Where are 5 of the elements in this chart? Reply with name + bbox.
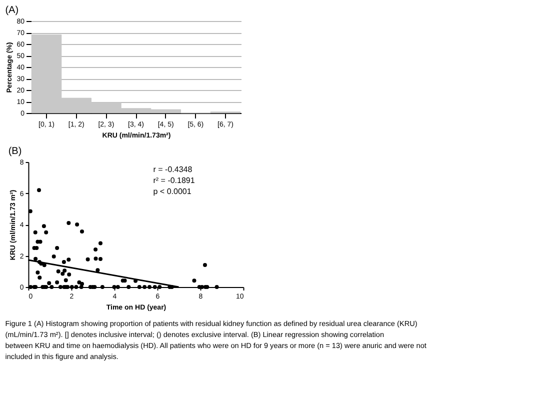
annotation: r² = -0.1891	[153, 176, 196, 185]
annotation: p < 0.0001	[153, 187, 192, 196]
annotation: r = -0.4348	[153, 165, 193, 174]
chart-title: (B)	[8, 146, 22, 157]
chart-title: (A)	[5, 5, 19, 16]
